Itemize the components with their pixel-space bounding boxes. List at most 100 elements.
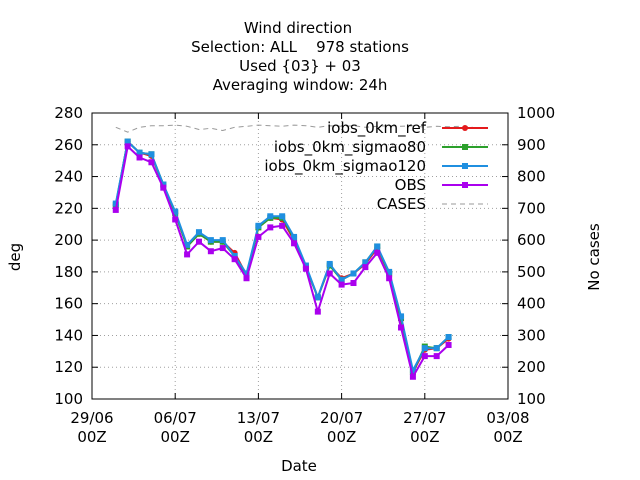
data-point xyxy=(172,208,179,215)
data-point xyxy=(386,268,393,275)
y-tick-label: 160 xyxy=(54,295,83,313)
grid xyxy=(92,113,508,399)
legend-label: iobs_0km_sigmao120 xyxy=(264,157,426,176)
x-tick-label: 27/07 xyxy=(403,409,446,427)
data-point xyxy=(267,224,274,231)
data-point xyxy=(302,262,309,269)
data-point xyxy=(172,216,179,223)
x-tick-label: 03/08 xyxy=(486,409,529,427)
x-axis-label: Date xyxy=(281,457,317,475)
data-point xyxy=(314,308,321,315)
data-point xyxy=(279,213,286,220)
legend-marker xyxy=(462,144,468,150)
legend-label: OBS xyxy=(395,176,426,194)
y-axis-label: deg xyxy=(6,243,24,271)
data-point xyxy=(255,222,262,229)
data-point xyxy=(219,245,226,252)
y2-tick-label: 500 xyxy=(517,263,546,281)
data-point xyxy=(314,294,321,301)
data-point xyxy=(195,229,202,236)
series-line xyxy=(115,124,473,133)
y-tick-label: 100 xyxy=(54,390,83,408)
axes: 100 120 140 160 180 200 220 240 260 280 100 200 300 4… xyxy=(54,104,555,446)
data-point xyxy=(112,206,119,213)
data-point xyxy=(433,353,440,360)
data-point xyxy=(338,276,345,283)
data-point xyxy=(374,243,381,250)
title-line-3: Used {03} + 03 xyxy=(239,57,361,75)
x-tick-label: 29/06 xyxy=(70,409,113,427)
data-point xyxy=(136,154,143,161)
data-point xyxy=(350,280,357,287)
data-point xyxy=(148,151,155,158)
y2-tick-label: 1000 xyxy=(517,104,555,122)
data-point xyxy=(231,253,238,259)
plot-frame xyxy=(91,112,509,400)
data-point xyxy=(267,213,274,220)
data-point xyxy=(279,222,286,229)
data-point xyxy=(386,275,393,282)
legend-marker xyxy=(462,163,468,169)
data-point xyxy=(243,270,250,277)
x-tick-label-time: 00Z xyxy=(244,428,273,446)
data-point xyxy=(433,345,440,352)
x-tick-label-time: 00Z xyxy=(77,428,106,446)
data-point xyxy=(445,341,452,348)
data-point xyxy=(148,159,155,166)
x-tick-label: 13/07 xyxy=(237,409,280,427)
x-tick-label-time: 00Z xyxy=(410,428,439,446)
y2-tick-label: 800 xyxy=(517,168,546,186)
legend-label: iobs_0km_ref xyxy=(327,119,427,138)
data-point xyxy=(409,367,416,374)
data-point xyxy=(421,353,428,360)
legend-marker xyxy=(462,182,468,188)
data-point xyxy=(184,251,191,258)
y2-tick-label: 900 xyxy=(517,136,546,154)
data-point xyxy=(243,275,250,282)
x-tick-label-time: 00Z xyxy=(493,428,522,446)
data-point xyxy=(184,241,191,248)
series-OBS xyxy=(112,143,452,380)
data-point xyxy=(160,184,167,191)
data-point xyxy=(302,265,309,272)
x-tick-label: 06/07 xyxy=(154,409,197,427)
data-point xyxy=(231,256,238,263)
data-point xyxy=(291,240,298,247)
series-CASES xyxy=(115,124,473,133)
y-tick-label: 200 xyxy=(54,231,83,249)
legend-marker xyxy=(462,125,468,131)
y2-tick-label: 600 xyxy=(517,231,546,249)
data-point xyxy=(291,233,298,240)
data-point xyxy=(398,313,405,320)
y2-tick-label: 200 xyxy=(517,358,546,376)
legend-label: iobs_0km_sigmao80 xyxy=(274,138,426,157)
data-point xyxy=(374,249,381,256)
data-point xyxy=(326,270,333,277)
x-tick-label: 20/07 xyxy=(320,409,363,427)
title-line-4: Averaging window: 24h xyxy=(213,76,388,94)
title-line-1: Wind direction xyxy=(244,19,352,37)
y-tick-label: 280 xyxy=(54,104,83,122)
y-tick-label: 180 xyxy=(54,263,83,281)
y2-axis-label: No cases xyxy=(585,223,603,291)
y-tick-label: 140 xyxy=(54,326,83,344)
data-point xyxy=(219,237,226,244)
data-point xyxy=(338,281,345,288)
series xyxy=(112,124,473,380)
series-iobs_0km_sigmao120 xyxy=(112,138,452,374)
data-point xyxy=(124,143,131,150)
data-point xyxy=(136,149,143,156)
data-point xyxy=(255,233,262,240)
legend: iobs_0km_refiobs_0km_sigmao80iobs_0km_si… xyxy=(264,119,488,213)
legend-label: CASES xyxy=(377,195,426,213)
y2-tick-label: 100 xyxy=(517,390,546,408)
data-point xyxy=(421,345,428,352)
data-point xyxy=(362,264,369,271)
data-point xyxy=(350,270,357,277)
y-tick-label: 260 xyxy=(54,136,83,154)
data-point xyxy=(160,181,167,188)
data-point xyxy=(409,373,416,380)
title-line-2: Selection: ALL 978 stations xyxy=(191,38,409,56)
